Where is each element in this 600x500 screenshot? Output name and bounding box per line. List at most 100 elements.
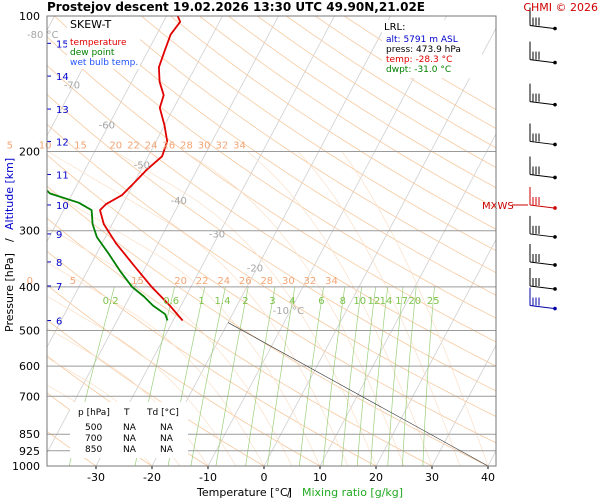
altitude-tick-label: 6 [56, 317, 62, 328]
table-row-700-p: 700 [85, 434, 102, 444]
mixing-ratio-label: 25 [427, 296, 440, 307]
pressure-tick-label: 100 [19, 10, 40, 23]
lrl-alt: alt: 5791 m ASL [386, 35, 458, 45]
dry-adiabat-line [83, 16, 496, 296]
table-row-500-t: NA [123, 423, 137, 433]
wind-barb-shaft [529, 261, 555, 266]
isotherm-line [47, 16, 111, 137]
wind-barb-shaft [529, 59, 555, 64]
wind-barb-shaft [529, 204, 555, 209]
isotherm-line [47, 16, 279, 454]
wind-barb-shaft [529, 305, 555, 310]
adiabat-label-upper: 24 [145, 140, 158, 151]
pressure-tick-label: 300 [19, 225, 40, 238]
dry-adiabat-line [141, 16, 496, 252]
mixing-ratio-label: 2 [242, 296, 248, 307]
x-tick-label: 40 [481, 471, 495, 484]
isotherm-label: -30 [209, 230, 225, 241]
mixing-ratio-label: 4 [289, 296, 295, 307]
adiabat-label-upper: 28 [180, 140, 193, 151]
adiabat-label-upper: 10 [39, 140, 52, 151]
wind-barb-shaft [529, 25, 555, 30]
data-table: p [hPa] T Td [°C] 500 NA NA 700 NA NA 85… [70, 402, 188, 458]
x-axis-title-temperature: Temperature [°C] [196, 486, 292, 499]
wind-barb-station [553, 306, 557, 311]
adiabat-label-lower: 24 [217, 276, 230, 287]
lrl-press: press: 473.9 hPa [386, 45, 461, 55]
adiabat-label-upper: 15 [74, 140, 87, 151]
axes: 1002003004005006007008509251000678910111… [12, 10, 497, 484]
wind-barb-station [553, 102, 557, 107]
lrl-temp: temp: -28.3 °C [386, 55, 452, 65]
table-background [70, 402, 188, 458]
parcel-line [227, 322, 489, 466]
mxws-label: MXWS [482, 201, 514, 212]
adiabat-label-upper: 22 [127, 140, 140, 151]
y-axis-title: Pressure [hPa] / Altitude [km] [3, 158, 16, 332]
x-tick-label: 30 [425, 471, 439, 484]
isotherm-label: -10 °C [273, 306, 305, 317]
lrl-background [382, 20, 482, 78]
mixing-ratio-label: 12 [368, 296, 381, 307]
adiabat-label-upper: 5 [7, 140, 13, 151]
isotherm-label: -80 °C [27, 30, 59, 41]
series-line-dew-point [47, 189, 169, 321]
adiabat-label-upper: 26 [162, 140, 175, 151]
legend-temperature: temperature [70, 38, 127, 48]
adiabat-label-upper: 30 [198, 140, 211, 151]
wind-barb-station [553, 142, 557, 147]
mixing-ratio-label: 1.4 [215, 296, 231, 307]
pressure-tick-label: 200 [19, 145, 40, 158]
x-tick-label: -20 [143, 471, 161, 484]
chart-title: Prostejov descent 19.02.2026 13:30 UTC 4… [47, 0, 425, 14]
altitude-tick-label: 8 [56, 258, 62, 269]
legend-box [67, 17, 140, 69]
altitude-tick-label: 14 [56, 72, 69, 83]
x-axis-title-separator: / [287, 486, 291, 499]
mixing-ratio-label: 17 [395, 296, 408, 307]
pressure-tick-label: 850 [19, 428, 40, 441]
lrl-dwpt: dwpt: -31.0 °C [386, 65, 451, 75]
adiabat-label-lower: 20 [174, 276, 187, 287]
legend-wet-bulb: wet bulb temp. [70, 58, 138, 68]
isotherm-label: -40 [171, 196, 187, 207]
table-row-500-p: 500 [85, 423, 102, 433]
x-tick-label: 20 [369, 471, 383, 484]
isotherm-line [151, 16, 391, 466]
wind-barb-shaft [529, 140, 555, 145]
adiabat-label-lower: 5 [70, 276, 76, 287]
legend-title: SKEW-T [70, 18, 112, 31]
isotherm-line [47, 16, 223, 348]
x-axis-title-mixing-ratio: Mixing ratio [g/kg] [302, 486, 403, 499]
isotherm-line [544, 16, 600, 466]
pressure-tick-label: 500 [19, 325, 40, 338]
mixing-ratio-label: 3 [269, 296, 275, 307]
altitude-tick-label: 11 [56, 170, 69, 181]
isotherm-line [431, 344, 496, 466]
y-axis-title-pressure: Pressure [hPa] [3, 253, 16, 332]
mixing-ratio-label: 14 [380, 296, 393, 307]
wind-barb-station [553, 175, 557, 180]
altitude-tick-label: 10 [56, 201, 69, 212]
y-axis-title-separator: / [3, 238, 16, 242]
altitude-tick-label: 7 [56, 282, 62, 293]
dry-adiabat-line [199, 16, 496, 209]
adiabat-label-lower: 32 [304, 276, 317, 287]
isotherm-label: -50 [134, 160, 150, 171]
table-row-500-td: NA [160, 423, 174, 433]
adiabat-label-lower: 15 [131, 276, 144, 287]
dry-adiabat-line [47, 123, 496, 417]
isotherm-line [487, 450, 496, 466]
table-row-850-td: NA [160, 445, 174, 455]
mixing-ratio-label: 0.2 [103, 296, 119, 307]
adiabat-label-upper: 32 [215, 140, 228, 151]
pressure-tick-label: 1000 [12, 460, 40, 473]
dry-adiabat-line [112, 16, 496, 274]
lrl-box: LRL: alt: 5791 m ASL press: 473.9 hPa te… [382, 20, 482, 78]
series-line-temperature [99, 16, 184, 322]
legend: SKEW-T temperature dew point wet bulb te… [67, 17, 140, 69]
table-header-p: p [hPa] [78, 408, 110, 418]
lrl-title: LRL: [384, 22, 405, 33]
isotherm-line [207, 16, 447, 466]
